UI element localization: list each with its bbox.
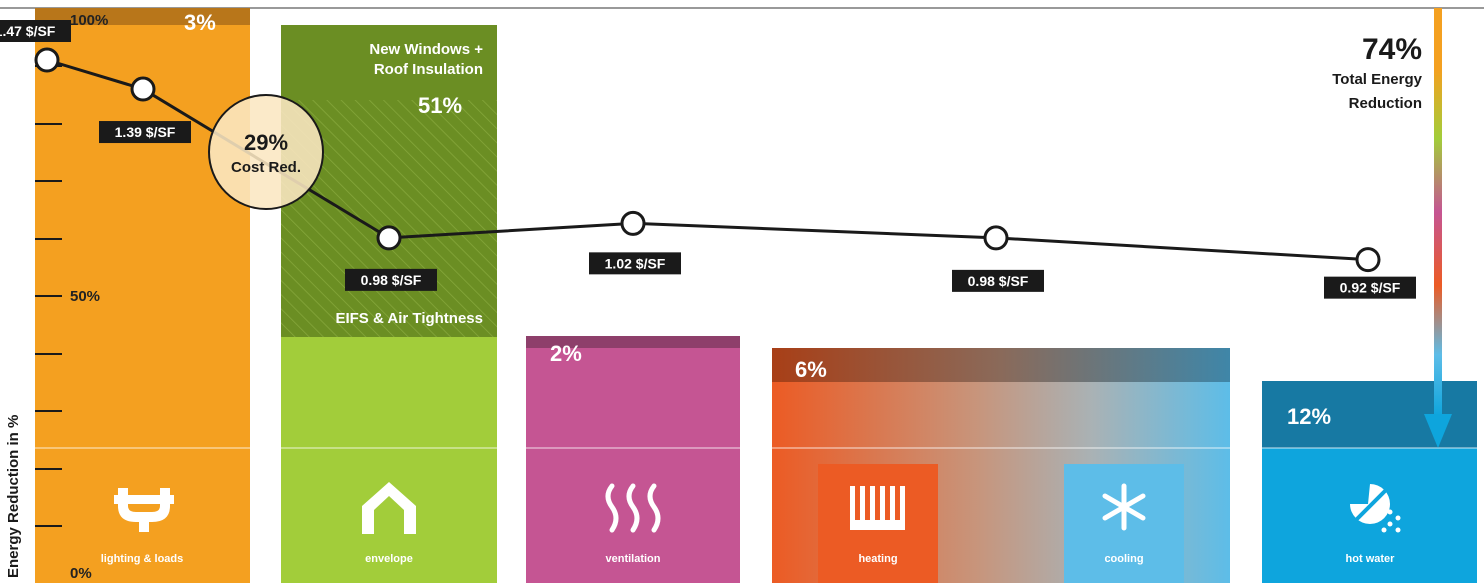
cost-line-layer: 1.47 $/SF 1.39 $/SF 0.98 $/SF 1.02 $/SF 0.98… <box>0 20 1416 299</box>
bar-envelope-windows <box>281 25 497 100</box>
category-label-cooling: cooling <box>1104 553 1143 565</box>
bar-heating-cooling-reduction <box>772 348 1230 382</box>
reduction-label-heating-cooling: 6% <box>795 357 827 382</box>
total-reduction-arrow-shaft <box>1434 8 1442 416</box>
cost-label: 1.47 $/SF <box>0 23 56 39</box>
cost-line <box>46 58 1369 262</box>
total-reduction-arrow-head <box>1424 414 1452 448</box>
cost-reduction-label: Cost Red. <box>231 159 301 176</box>
cost-point-6: 0.92 $/SF <box>1324 247 1416 299</box>
cost-label-bg <box>1324 276 1416 299</box>
cost-point-5: 0.98 $/SF <box>952 225 1044 292</box>
hot-water-icon <box>1350 484 1401 533</box>
category-label-ventilation: ventilation <box>605 553 660 565</box>
cost-label-bg <box>345 268 437 291</box>
total-reduction-line2: Reduction <box>1349 95 1422 112</box>
cost-point-1: 1.47 $/SF <box>0 20 71 73</box>
cost-label: 0.98 $/SF <box>968 273 1029 289</box>
cost-point-3: 0.98 $/SF <box>345 225 437 291</box>
category-label-heating: heating <box>858 553 897 565</box>
category-label-hot-water: hot water <box>1346 553 1396 565</box>
cost-label-bg <box>952 269 1044 292</box>
house-icon <box>362 482 416 534</box>
cost-point-marker <box>130 76 156 102</box>
tick-label-50: 50% <box>70 288 100 305</box>
cost-label: 0.92 $/SF <box>1340 280 1401 296</box>
cost-label: 0.98 $/SF <box>361 272 422 288</box>
envelope-note-windows-1: New Windows + <box>369 41 483 58</box>
cost-label: 1.39 $/SF <box>115 124 176 140</box>
cost-label-bg <box>0 20 71 42</box>
cost-reduction-value: 29% <box>244 130 288 155</box>
tick-label-0: 0% <box>70 565 92 582</box>
snowflake-icon <box>1102 483 1146 531</box>
cost-point-marker <box>983 225 1009 251</box>
cost-point-marker <box>620 210 646 236</box>
plug-icon <box>114 488 174 532</box>
cost-point-marker <box>376 225 402 251</box>
cost-point-marker <box>34 47 60 73</box>
bar-envelope-base <box>281 337 497 583</box>
bar-ventilation <box>526 336 740 583</box>
ventilation-waves-icon <box>605 483 661 533</box>
category-label-envelope: envelope <box>365 553 413 565</box>
bar-ventilation-reduction <box>526 336 740 348</box>
cost-label-bg <box>589 252 681 275</box>
radiator-icon <box>850 486 905 530</box>
y-axis-label: Energy Reduction in % <box>5 415 22 578</box>
reduction-label-envelope: 51% <box>418 93 462 118</box>
total-reduction-line1: Total Energy <box>1332 71 1422 88</box>
tick-label-100: 100% <box>70 12 108 29</box>
cost-label-bg <box>99 121 191 144</box>
envelope-note-eifs: EIFS & Air Tightness <box>335 310 483 327</box>
cost-reduction-bubble: 29% Cost Red. <box>208 94 324 210</box>
cost-point-2: 1.39 $/SF <box>99 76 191 144</box>
reduction-label-lighting: 3% <box>184 10 216 35</box>
cost-point-4: 1.02 $/SF <box>589 210 681 275</box>
reduction-label-ventilation: 2% <box>550 341 582 366</box>
cost-label: 1.02 $/SF <box>605 255 666 271</box>
bar-lighting <box>35 8 250 583</box>
category-label-lighting: lighting & loads <box>101 553 184 565</box>
total-reduction-value: 74% <box>1362 33 1422 66</box>
reduction-label-hot-water: 12% <box>1287 404 1331 429</box>
bar-lighting-reduction <box>35 8 250 25</box>
envelope-note-windows-2: Roof Insulation <box>374 61 483 78</box>
cost-point-marker <box>1355 247 1381 273</box>
